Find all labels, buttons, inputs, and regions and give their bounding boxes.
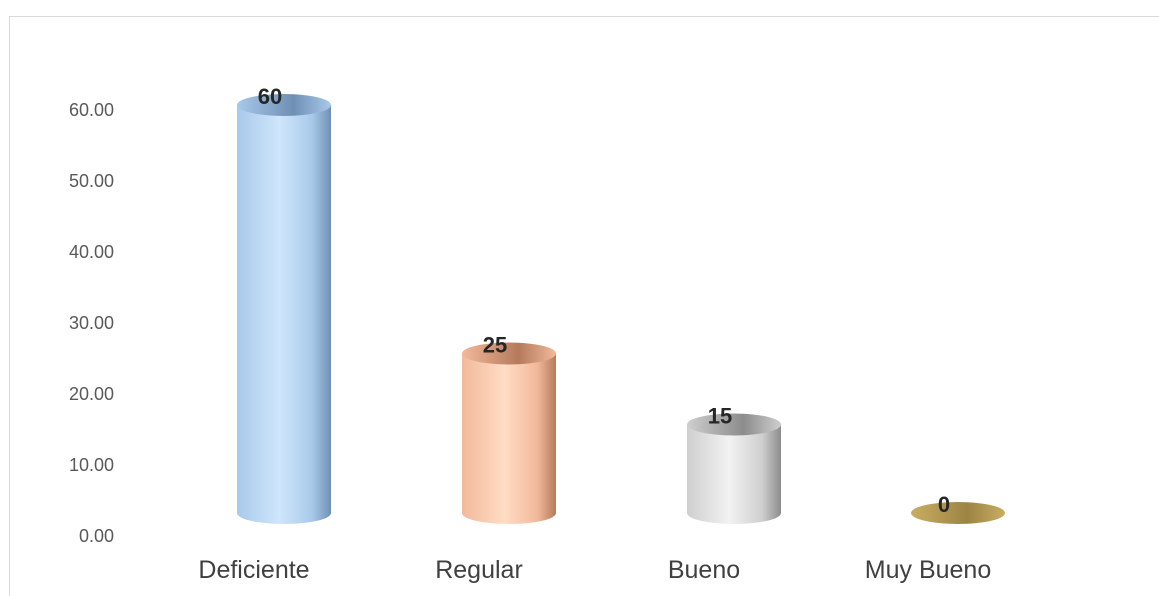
bar-top [462,342,556,365]
bars-group [237,94,1005,524]
y-tick-label: 30.00 [69,313,114,333]
bar-body [687,424,781,524]
bar-top [237,94,331,116]
x-category-label: Bueno [668,556,740,584]
data-label: 60 [258,84,282,109]
y-axis: 0.00 10.00 20.00 30.00 40.00 50.00 60.00 [69,100,114,546]
y-tick-label: 0.00 [79,526,114,546]
bar-body [237,105,331,524]
data-label: 25 [483,333,507,358]
x-category-label: Muy Bueno [865,556,991,584]
data-labels-group: 60 25 15 0 [258,84,950,517]
x-category-label: Regular [435,556,523,584]
y-tick-label: 50.00 [69,171,114,191]
data-label: 15 [708,404,732,429]
bar-top [911,502,1005,524]
bar-muy-bueno [911,502,1005,524]
bar-deficiente [237,94,331,524]
bar-top [687,413,781,436]
bar-regular [462,342,556,524]
y-tick-label: 20.00 [69,384,114,404]
bar-bueno [687,413,781,524]
y-tick-label: 60.00 [69,100,114,120]
x-category-label: Deficiente [198,556,309,584]
y-tick-label: 10.00 [69,455,114,475]
bar-body [462,353,556,524]
data-label: 0 [938,492,950,517]
chart-frame [9,16,1159,596]
x-axis: Deficiente Regular Bueno Muy Bueno [198,556,991,584]
y-tick-label: 40.00 [69,242,114,262]
